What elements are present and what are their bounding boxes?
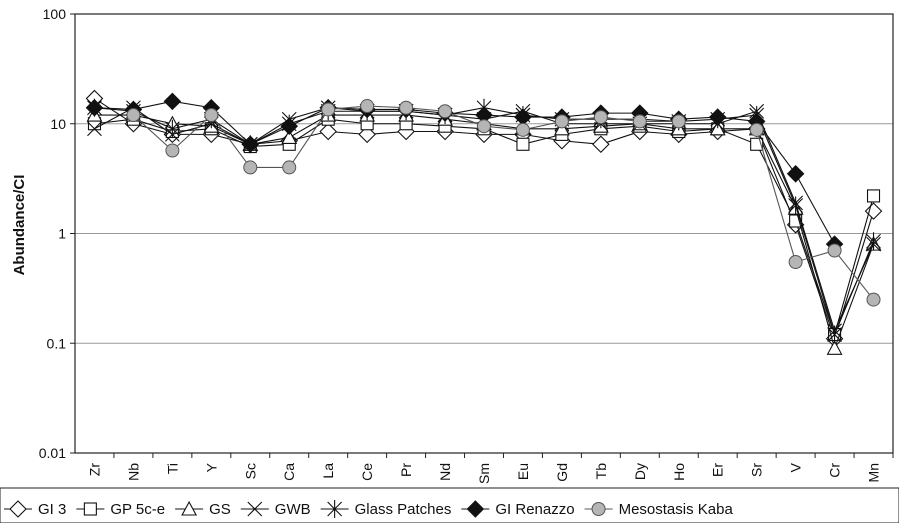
x-tick-label: Sm [476,463,492,484]
data-point [163,92,182,111]
legend-label: GI Renazzo [495,501,574,518]
legend-label: GS [209,501,231,518]
data-point [864,202,883,220]
legend-label: Mesostasis Kaba [619,501,734,518]
data-point [554,114,569,129]
legend-marker [9,500,27,518]
data-point [593,110,608,125]
x-tick-label: Ca [281,463,297,481]
legend-marker [181,500,198,516]
legend-item: Mesostasis Kaba [584,501,734,518]
legend-item: GI Renazzo [461,500,575,518]
data-point [282,160,297,175]
x-tick-label: Sr [749,463,765,477]
x-tick-label: Nd [437,463,453,481]
data-point [126,108,141,123]
y-tick-labels: 100 10 1 0.1 0.01 [39,6,66,461]
legend-marker [83,502,97,516]
data-point [671,114,686,129]
legend-item: GI 3 [4,500,66,518]
data-point [164,119,180,138]
x-tick-label: Pr [398,463,414,477]
series-mesostasis-kaba [126,99,881,307]
legend-marker [591,502,606,516]
x-tick-label: Y [203,462,219,472]
data-point [204,108,219,123]
data-point [515,122,530,137]
data-point [360,99,375,114]
series-group [85,89,883,355]
data-point [592,135,610,154]
x-tick-label: Ho [671,463,687,481]
series-line [94,118,875,337]
data-point [477,119,491,134]
x-tick-label: Ti [164,463,180,474]
legend-item: GS [175,500,231,518]
data-point [749,122,764,137]
legend-item: Glass Patches [320,500,452,518]
legend-label: Glass Patches [355,501,452,518]
data-point [438,104,453,119]
plot-frame [70,13,894,458]
legend-label: GI 3 [38,501,66,518]
x-tick-label: Mn [866,463,882,482]
x-tick-label: Cr [827,463,843,478]
data-point [319,122,337,141]
data-point [358,125,376,144]
legend-marker [247,501,263,517]
legend-label: GP 5c-e [110,501,165,518]
data-point [788,196,804,215]
data-point [87,121,102,137]
y-tick-label: 0.1 [47,335,67,351]
legend-marker [466,500,485,518]
x-tick-label: Eu [515,463,531,480]
data-point [632,114,647,129]
x-tick-label: Sc [242,463,258,479]
data-point [85,98,104,117]
y-axis-label: Abundance/CI [11,175,28,276]
data-point [708,108,727,126]
x-tick-label: Gd [554,463,570,482]
data-point [399,100,414,115]
data-point [165,143,180,158]
y-tick-label: 100 [43,6,67,22]
series-gp-5c-e [87,112,881,342]
data-point [788,254,803,269]
x-tick-label: V [788,462,804,472]
x-tick-label: Er [710,463,726,477]
x-tick-label: Nb [125,463,141,481]
legend-label: GWB [275,501,311,518]
legend-box [0,487,899,523]
data-point [243,160,258,175]
x-tick-label: Zr [86,463,102,477]
series-line [756,129,874,300]
data-point [514,108,532,126]
data-point [827,325,842,344]
data-point [241,135,260,154]
data-point [280,117,299,135]
data-point [786,165,805,183]
data-point [321,102,336,117]
data-point [866,292,881,307]
data-point [827,243,842,258]
x-tick-label: Dy [632,463,648,480]
data-point [866,232,881,251]
legend-marker [327,500,343,518]
legend-item: GWB [240,501,311,518]
data-point [516,137,530,151]
y-tick-label: 10 [50,116,66,132]
legend-item: GP 5c-e [76,501,165,518]
data-point [281,129,298,145]
data-point [866,189,881,203]
x-tick-label: Tb [593,463,609,480]
data-point [709,120,726,136]
data-point [826,340,843,355]
x-tick-labels: Zr Nb Ti Y Sc Ca La Ce Pr Nd Sm Eu Gd Tb Dy Ho Er Sr V Cr Mn [86,462,881,484]
y-tick-label: 1 [58,226,66,242]
x-tick-label: Ce [359,463,375,481]
x-tick-label: La [320,463,336,479]
legend: GI 3 GP 5c-e GS GWB Glass Patches GI Renazzo M… [0,487,899,523]
y-tick-label: 0.01 [39,445,66,461]
